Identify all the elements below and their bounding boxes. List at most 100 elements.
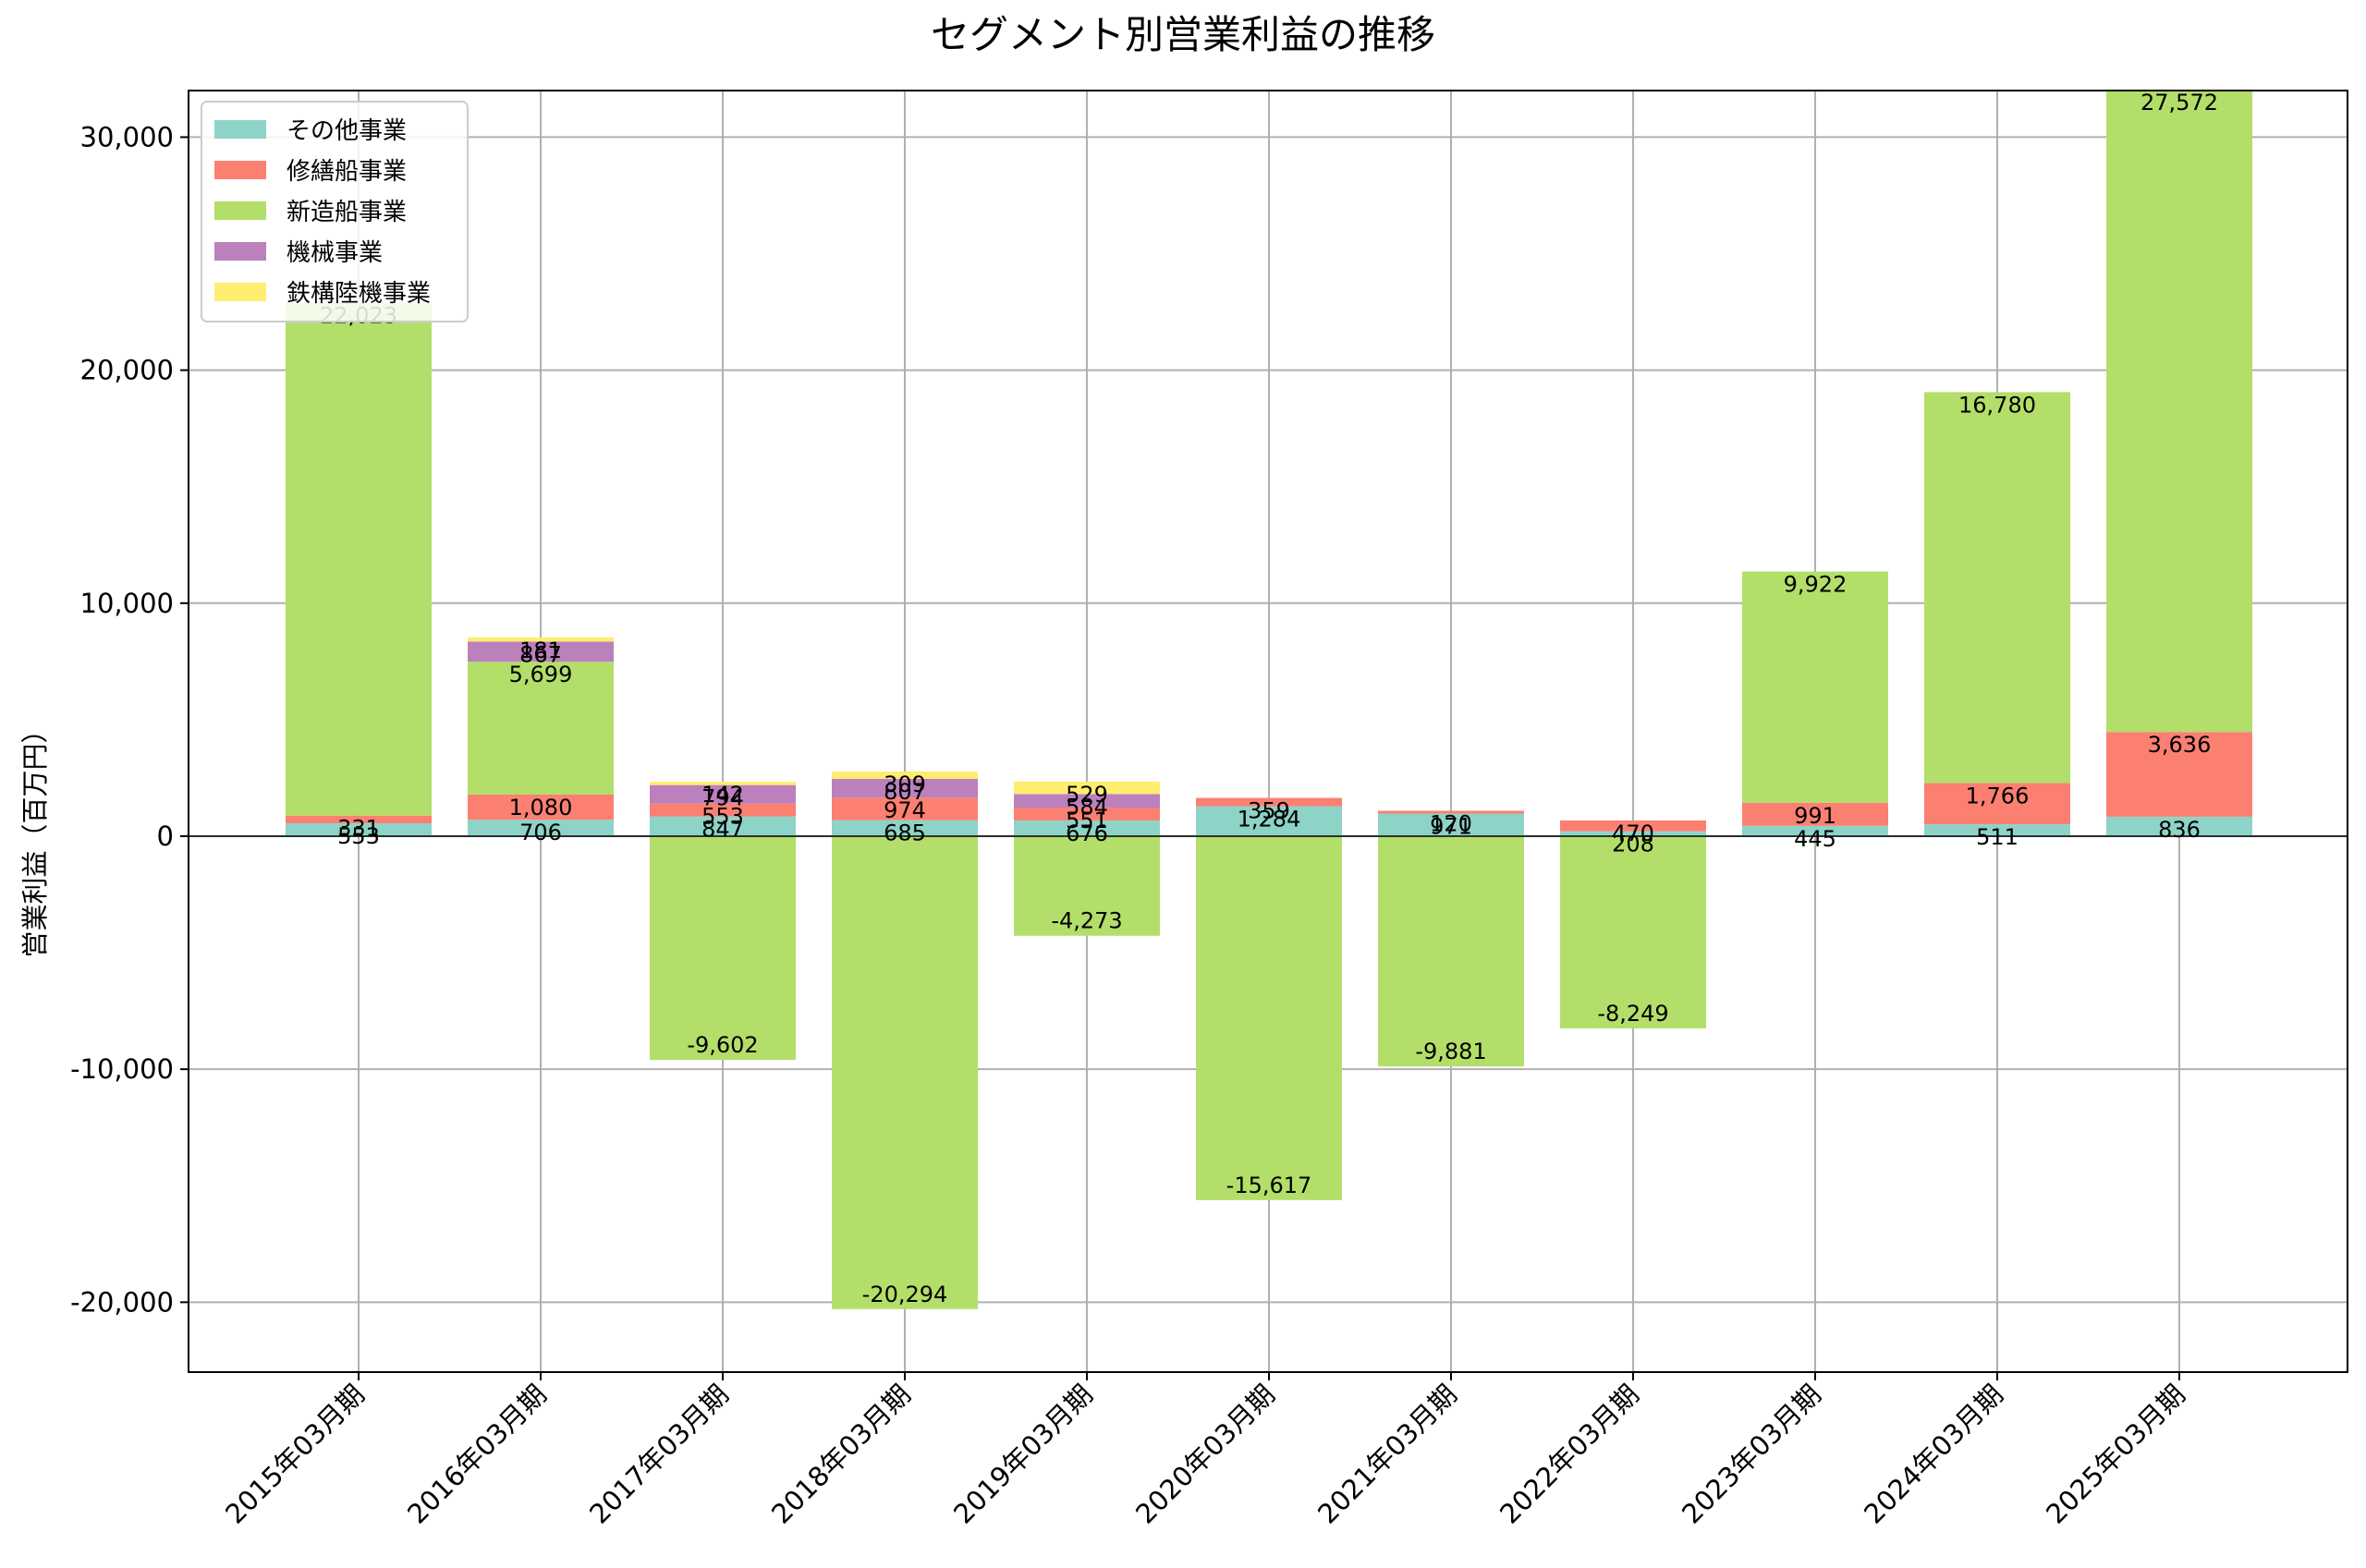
data-label: 991 — [1794, 803, 1836, 829]
data-label: 1,080 — [509, 795, 573, 820]
bar-segment — [1924, 824, 2070, 836]
bar-segment — [286, 823, 432, 836]
bar-segment — [650, 835, 796, 1061]
data-label: 142 — [701, 782, 744, 808]
bar-segment — [650, 816, 796, 836]
bar-segment — [2106, 816, 2252, 836]
data-label: -8,249 — [1597, 1001, 1668, 1027]
data-label: 974 — [884, 797, 926, 823]
data-label: 1,766 — [1966, 784, 2030, 809]
bar-segment — [1560, 820, 1706, 832]
data-label: 359 — [1248, 798, 1290, 824]
y-tick-label: 20,000 — [80, 355, 174, 386]
x-tick-label: 2021年03月期 — [1311, 1379, 1463, 1530]
x-tick-label: 2016年03月期 — [401, 1379, 553, 1530]
bar-segment — [1196, 797, 1342, 807]
data-label: -4,273 — [1051, 908, 1122, 934]
bar-segment — [1924, 783, 2070, 825]
bar-segment — [1014, 781, 1160, 795]
bar-segment — [468, 820, 614, 836]
legend-label: 修繕船事業 — [287, 158, 407, 186]
x-tick-label: 2015年03月期 — [219, 1379, 371, 1530]
y-tick-label: -10,000 — [70, 1053, 174, 1085]
data-label: 553 — [701, 804, 744, 830]
x-tick-label: 2017年03月期 — [583, 1379, 735, 1530]
y-axis-label: 営業利益（百万円） — [19, 716, 51, 957]
grid — [189, 91, 2348, 1372]
data-label: 5,699 — [509, 662, 573, 687]
bar-segment — [832, 835, 978, 1309]
bar-segment — [832, 778, 978, 798]
legend-swatch — [214, 283, 266, 301]
data-label: 3,636 — [2148, 732, 2212, 758]
bars — [286, 89, 2252, 1309]
legend-label: その他事業 — [287, 117, 407, 145]
data-label: 676 — [1066, 820, 1108, 846]
data-label: 847 — [701, 817, 744, 843]
y-tick-label: 30,000 — [80, 121, 174, 152]
legend-swatch — [214, 120, 266, 139]
bar-segment — [2106, 732, 2252, 817]
bar-segment — [286, 302, 432, 816]
bar-segment — [1560, 835, 1706, 1029]
bar-segment — [1014, 835, 1160, 936]
x-tick-label: 2018年03月期 — [765, 1379, 917, 1530]
bar-segment — [1742, 802, 1888, 826]
legend-label: 新造船事業 — [287, 199, 407, 226]
data-label: 706 — [519, 820, 562, 845]
data-label: -9,881 — [1415, 1039, 1486, 1064]
x-tick-label: 2024年03月期 — [1858, 1379, 2009, 1530]
bar-segment — [1742, 825, 1888, 836]
data-label: 309 — [884, 772, 926, 797]
data-label: 529 — [1066, 782, 1108, 808]
bar-segment — [1378, 813, 1524, 836]
data-label: 470 — [1612, 820, 1654, 846]
data-label: 584 — [1066, 794, 1108, 820]
bar-segment — [1014, 794, 1160, 808]
bar-segment — [832, 772, 978, 779]
data-label: -15,617 — [1226, 1173, 1312, 1198]
bar-segment — [1378, 810, 1524, 814]
data-label: -20,294 — [862, 1282, 948, 1307]
bar-segment — [650, 782, 796, 785]
data-label: 331 — [337, 816, 380, 842]
legend-label: 機械事業 — [287, 239, 383, 267]
data-label: 1,284 — [1238, 807, 1301, 833]
bar-segment — [1196, 835, 1342, 1200]
bar-segment — [468, 794, 614, 820]
bar-segment — [832, 820, 978, 836]
legend-label: 鉄構陸機事業 — [287, 280, 431, 308]
data-label: 551 — [1066, 808, 1108, 833]
bar-segment — [1378, 835, 1524, 1067]
data-label: 27,572 — [2140, 90, 2218, 115]
legend-swatch — [214, 201, 266, 220]
y-tick-label: 10,000 — [80, 588, 174, 619]
data-label: 685 — [884, 820, 926, 846]
chart-title: セグメント別営業利益の推移 — [931, 12, 1435, 57]
bar-segment — [832, 797, 978, 820]
bar-segment — [1014, 820, 1160, 836]
data-label: 511 — [1976, 824, 2018, 850]
x-tick-label: 2019年03月期 — [947, 1379, 1099, 1530]
y-tick-label: 0 — [157, 820, 174, 852]
data-label: 120 — [1430, 810, 1472, 836]
bar-segment — [468, 662, 614, 795]
x-tick-label: 2020年03月期 — [1129, 1379, 1281, 1530]
legend-swatch — [214, 161, 266, 179]
data-label: 836 — [2158, 817, 2201, 843]
plot-frame — [188, 90, 2348, 1373]
bar-segment — [468, 641, 614, 662]
x-tick-label: 2022年03月期 — [1494, 1379, 1645, 1530]
data-labels: 55333122,0237061,0805,699867181847553-9,… — [320, 90, 2218, 1307]
legend-box — [201, 101, 469, 322]
data-label: 794 — [701, 785, 744, 811]
legend-swatch — [214, 242, 266, 261]
bar-segment — [1560, 831, 1706, 836]
data-label: -9,602 — [687, 1032, 758, 1058]
bar-segment — [650, 784, 796, 804]
bar-segment — [1014, 808, 1160, 820]
bar-segment — [286, 815, 432, 824]
data-label: 9,922 — [1784, 572, 1848, 598]
